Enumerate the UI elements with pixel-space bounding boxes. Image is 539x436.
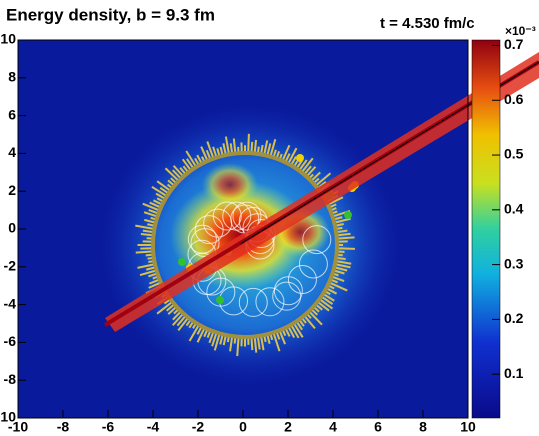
- chart: Energy density, b = 9.3 fm t = 4.530 fm/…: [0, 0, 539, 436]
- colorbar-tick-label: 0.1: [504, 365, 524, 381]
- particle: [178, 258, 186, 266]
- x-tick-label: -6: [102, 419, 115, 435]
- colorbar-tick-label: 0.7: [504, 36, 524, 52]
- y-tick-label: -4: [4, 295, 17, 311]
- y-tick-label: 8: [8, 69, 16, 85]
- x-tick-label: 0: [239, 419, 247, 435]
- x-tick-label: 4: [329, 419, 337, 435]
- x-tick-label: 10: [460, 419, 476, 435]
- colorbar-tick-label: 0.4: [504, 201, 524, 217]
- y-tick-label: 6: [8, 106, 16, 122]
- x-tick-label: -4: [147, 419, 160, 435]
- x-tick-label: -8: [57, 419, 70, 435]
- calo-tower: [337, 248, 355, 249]
- calo-tower: [255, 140, 256, 153]
- calo-tower: [248, 134, 249, 153]
- calo-tower: [237, 337, 238, 356]
- y-tick-label: -2: [4, 258, 17, 274]
- x-tick-label: -2: [192, 419, 205, 435]
- density-spot: [202, 163, 258, 207]
- colorbar-tick-label: 0.3: [504, 255, 524, 271]
- particle: [216, 296, 224, 304]
- chart-title: Energy density, b = 9.3 fm: [6, 5, 215, 24]
- colorbar-tick-label: 0.5: [504, 146, 524, 162]
- y-tick-label: -6: [4, 333, 17, 349]
- y-tick-label: 10: [0, 31, 16, 47]
- colorbar: [472, 40, 500, 418]
- calo-tower: [337, 237, 355, 238]
- x-tick-label: 2: [284, 419, 292, 435]
- time-label: t = 4.530 fm/c: [380, 15, 475, 32]
- particle: [344, 211, 352, 219]
- y-tick-label: 4: [8, 144, 16, 160]
- x-tick-label: 6: [374, 419, 382, 435]
- y-tick-label: 0: [8, 220, 16, 236]
- colorbar-tick-label: 0.6: [504, 91, 524, 107]
- calo-tower: [136, 251, 153, 252]
- x-tick-label: 8: [419, 419, 427, 435]
- particle: [296, 154, 304, 162]
- colorbar-tick-label: 0.2: [504, 310, 524, 326]
- y-tick-label: -8: [4, 371, 17, 387]
- y-tick-label: -10: [0, 409, 16, 425]
- y-tick-label: 2: [8, 182, 16, 198]
